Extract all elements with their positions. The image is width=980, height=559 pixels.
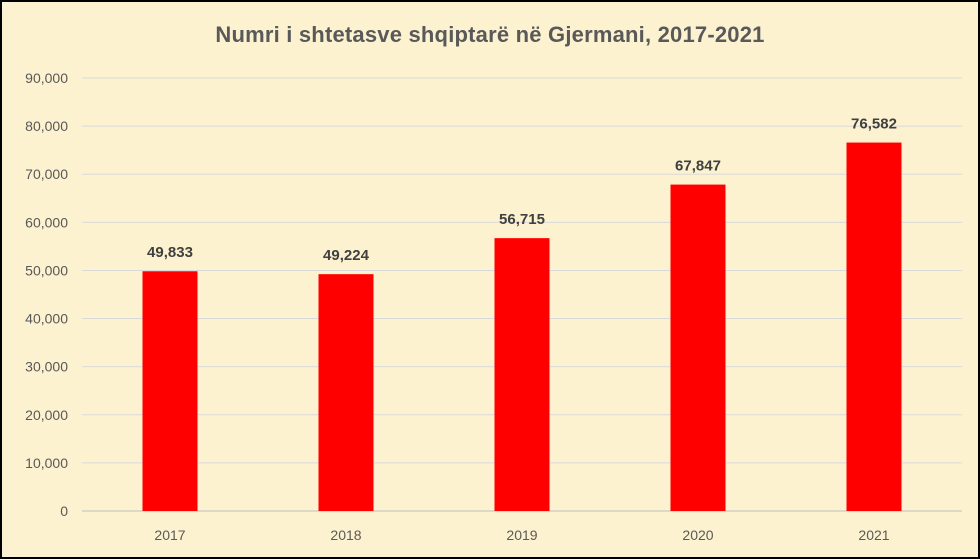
y-tick-label: 60,000: [25, 214, 68, 230]
y-tick-label: 0: [60, 503, 68, 519]
x-tick-label: 2018: [330, 527, 361, 543]
x-tick-label: 2020: [682, 527, 713, 543]
data-label: 56,715: [499, 211, 545, 228]
x-tick-label: 2019: [506, 527, 537, 543]
data-label: 67,847: [675, 158, 721, 175]
chart-title: Numri i shtetasve shqiptarë në Gjermani,…: [215, 22, 765, 47]
x-tick-label: 2017: [154, 527, 185, 543]
y-tick-label: 80,000: [25, 118, 68, 134]
data-label: 49,224: [323, 247, 370, 264]
bar: [494, 238, 550, 512]
y-tick-label: 40,000: [25, 311, 68, 327]
y-tick-label: 20,000: [25, 407, 68, 423]
y-tick-label: 30,000: [25, 359, 68, 375]
bar: [142, 271, 198, 511]
bar: [318, 274, 374, 511]
y-tick-label: 90,000: [25, 70, 68, 86]
y-tick-label: 10,000: [25, 455, 68, 471]
y-tick-label: 70,000: [25, 166, 68, 182]
bar: [846, 142, 902, 512]
data-label: 49,833: [147, 244, 193, 261]
y-tick-label: 50,000: [25, 262, 68, 278]
x-tick-label: 2021: [858, 527, 889, 543]
bar: [670, 184, 726, 511]
data-label: 76,582: [851, 116, 897, 133]
